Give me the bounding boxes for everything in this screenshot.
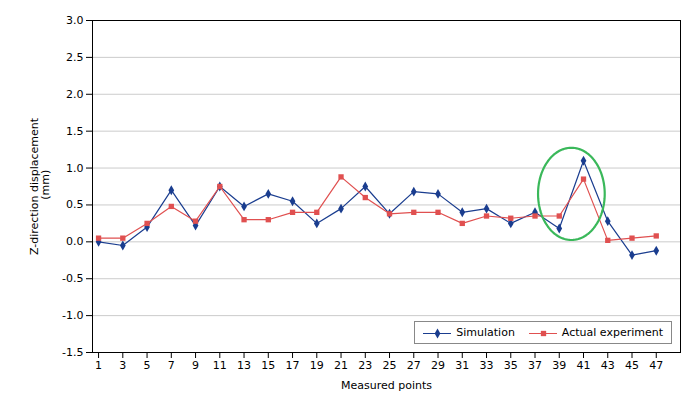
svg-text:45: 45 [625,359,639,372]
svg-text:Z-direction displacement (mm): Z-direction displacement (mm) [28,117,52,255]
html-text:Actual experiment: Actual experiment [561,326,663,339]
svg-text:0.0: 0.0 [66,235,84,248]
svg-text:-0.5: -0.5 [62,272,83,285]
svg-text:3: 3 [119,359,126,372]
svg-text:3.0: 3.0 [66,14,84,27]
svg-text:11: 11 [213,359,227,372]
svg-text:7: 7 [168,359,175,372]
svg-text:47: 47 [649,359,663,372]
svg-text:27: 27 [407,359,421,372]
svg-text:43: 43 [601,359,615,372]
svg-text:41: 41 [577,359,591,372]
svg-text:0.5: 0.5 [66,198,84,211]
svg-text:33: 33 [480,359,494,372]
svg-text:25: 25 [383,359,397,372]
svg-text:2.0: 2.0 [66,88,84,101]
html-text:Simulation: Simulation [456,326,515,339]
svg-text:2.5: 2.5 [66,51,84,64]
svg-text:Measured points: Measured points [341,379,432,392]
svg-text:13: 13 [237,359,251,372]
svg-text:35: 35 [504,359,518,372]
svg-text:39: 39 [552,359,566,372]
svg-text:21: 21 [334,359,348,372]
svg-text:1.5: 1.5 [66,125,84,138]
svg-text:23: 23 [358,359,372,372]
svg-text:15: 15 [261,359,275,372]
svg-text:17: 17 [286,359,300,372]
svg-text:31: 31 [455,359,469,372]
svg-text:19: 19 [310,359,324,372]
svg-text:1: 1 [95,359,102,372]
svg-text:1.0: 1.0 [66,162,84,175]
svg-text:-1.5: -1.5 [62,346,83,359]
svg-text:9: 9 [192,359,199,372]
svg-text:-1.0: -1.0 [62,309,83,322]
svg-text:37: 37 [528,359,542,372]
svg-text:29: 29 [431,359,445,372]
svg-text:5: 5 [144,359,151,372]
